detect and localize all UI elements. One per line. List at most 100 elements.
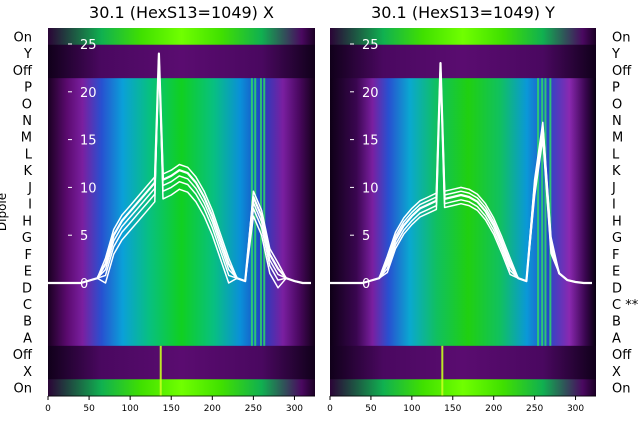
series-line xyxy=(330,62,592,284)
chart-title: 30.1 (HexS13=1049) X xyxy=(89,3,274,22)
series-line xyxy=(330,62,592,284)
x-tick-label: 250 xyxy=(245,404,262,414)
row-label: F xyxy=(612,248,619,263)
chart-title: 30.1 (HexS13=1049) Y xyxy=(371,3,555,22)
heatmap-row xyxy=(330,61,596,79)
heatmap-row xyxy=(48,262,315,280)
heatmap-row xyxy=(48,178,315,196)
heatmap-row xyxy=(330,362,596,380)
heatmap-row xyxy=(48,379,315,397)
overlay-tick-label: 25 xyxy=(80,38,97,53)
heatmap-stripe xyxy=(263,78,266,346)
x-tick-label: 300 xyxy=(286,404,303,414)
heatmap-row xyxy=(330,111,596,129)
heatmap-row xyxy=(48,128,315,146)
overlay-tick-label: 20 xyxy=(80,86,97,101)
heatmap-row xyxy=(48,295,315,313)
heatmap-row xyxy=(330,212,596,230)
y-axis-label: Dipole xyxy=(0,193,9,231)
x-tick-label: 200 xyxy=(485,404,502,414)
heatmap-row xyxy=(48,44,315,62)
row-label: A xyxy=(612,331,621,346)
row-label: P xyxy=(612,81,620,96)
heatmap-row xyxy=(330,329,596,347)
row-label: N xyxy=(22,114,32,129)
row-label: A xyxy=(23,331,32,346)
row-label: Y xyxy=(611,47,620,62)
overlay-tick-label: 5 xyxy=(80,229,88,244)
row-label: M xyxy=(21,131,32,146)
row-label: G xyxy=(22,231,32,246)
x-tick-label: 150 xyxy=(444,404,461,414)
row-label: H xyxy=(612,214,622,229)
row-label: Off xyxy=(13,348,33,363)
heatmap-row xyxy=(330,379,596,397)
heatmap-row xyxy=(330,295,596,313)
row-label: On xyxy=(14,30,32,45)
heatmap-row xyxy=(330,161,596,180)
x-tick-label: 100 xyxy=(403,404,420,414)
heatmap-row xyxy=(330,28,596,46)
row-label: B xyxy=(612,315,621,330)
row-label: C ** xyxy=(612,298,639,313)
panels: 30.1 (HexS13=1049) XOnYOffPONMLKJIHGFEDC… xyxy=(0,3,639,414)
row-label: C xyxy=(23,298,32,313)
x-tick-label: 200 xyxy=(204,404,221,414)
overlay-tick-label: 0 xyxy=(362,277,370,292)
overlay-tick-label: 5 xyxy=(362,229,370,244)
heatmap-row xyxy=(330,345,596,364)
heatmap-stripe xyxy=(541,78,544,346)
heatmap-row xyxy=(48,245,315,263)
row-label: D xyxy=(612,281,622,296)
panel-2: 30.1 (HexS13=1049) Y On Y Off PONMLKJIHGFEDC… xyxy=(327,3,639,414)
row-label: On xyxy=(14,382,32,397)
row-label: On xyxy=(612,382,630,397)
heatmap-row xyxy=(48,362,315,380)
x-tick-label: 0 xyxy=(327,404,333,414)
heatmap-row xyxy=(330,312,596,330)
heatmap-row xyxy=(48,111,315,129)
row-label: J xyxy=(611,181,616,196)
overlay-tick-label: 15 xyxy=(80,134,97,149)
heatmap-stripe xyxy=(544,78,547,346)
row-label: G xyxy=(612,231,622,246)
heatmap xyxy=(48,28,315,397)
row-label: L xyxy=(612,147,620,162)
series-line xyxy=(48,52,311,284)
heatmap-row xyxy=(48,28,315,46)
x-tick-label: 300 xyxy=(567,404,584,414)
heatmap-stripe xyxy=(549,78,552,346)
row-label: O xyxy=(612,97,622,112)
x-tick-label: 50 xyxy=(83,404,95,414)
heatmap-row xyxy=(48,278,315,297)
heatmap-row xyxy=(330,278,596,297)
heatmap-row xyxy=(330,128,596,146)
heatmap-row xyxy=(48,61,315,79)
x-tick-label: 0 xyxy=(45,404,51,414)
row-label: Off xyxy=(13,64,33,79)
row-label: P xyxy=(24,81,32,96)
row-label: X xyxy=(612,365,621,380)
x-tick-label: 250 xyxy=(526,404,543,414)
row-label: I xyxy=(28,198,32,213)
heatmap-row xyxy=(48,212,315,230)
heatmap-row xyxy=(48,312,315,330)
heatmap-row xyxy=(48,78,315,96)
heatmap-row xyxy=(330,262,596,280)
heatmap-row xyxy=(48,195,315,213)
series-line xyxy=(48,52,311,284)
x-tick-label: 150 xyxy=(163,404,180,414)
row-label: On xyxy=(612,30,630,45)
heatmap xyxy=(330,28,596,397)
panel-1: 30.1 (HexS13=1049) X On Y Off PONMLKJIHGFEDC… xyxy=(0,3,315,414)
row-label: H xyxy=(22,214,32,229)
row-label: D xyxy=(22,281,32,296)
heatmap-stripe xyxy=(159,345,162,396)
row-label: Y xyxy=(23,47,32,62)
overlay-tick-label: 25 xyxy=(362,38,379,53)
heatmap-row xyxy=(330,44,596,62)
row-label: J xyxy=(27,181,32,196)
overlay-tick-label: 0 xyxy=(80,277,88,292)
overlay-tick-label: 20 xyxy=(362,86,379,101)
